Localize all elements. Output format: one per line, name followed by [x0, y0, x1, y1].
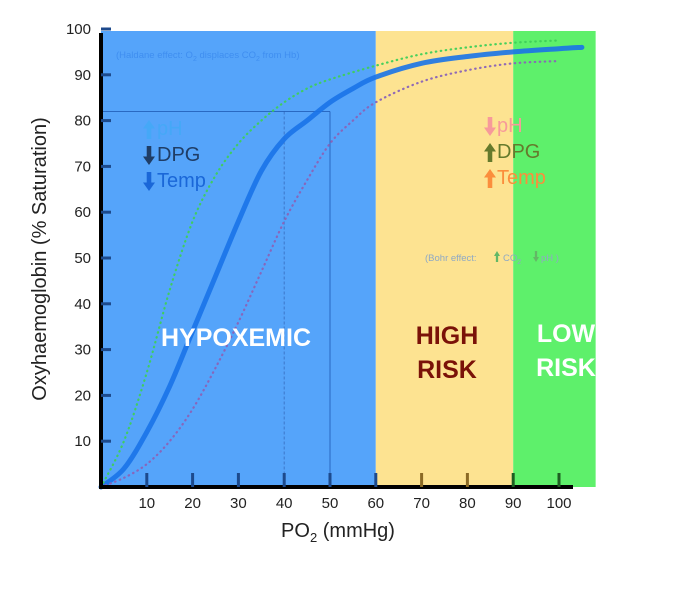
y-axis-title: Oxyhaemoglobin (% Saturation): [29, 117, 51, 400]
right-factor-temp-label: Temp: [497, 167, 546, 189]
right-factor-ph-label: pH: [497, 115, 523, 137]
y-tick-label-80: 80: [74, 113, 91, 130]
y-tick-label-30: 30: [74, 342, 91, 359]
y-tick-label-50: 50: [74, 250, 91, 267]
left-factor-temp-label: Temp: [157, 170, 206, 192]
zone-label-0: HYPOXEMIC: [161, 324, 311, 352]
left-factor-ph-arrow-icon: [143, 120, 155, 139]
risk-zones: [101, 31, 596, 487]
y-tick-label-60: 60: [74, 204, 91, 221]
y-tick-label-20: 20: [74, 387, 91, 404]
right-factor-dpg-arrow-icon: [484, 143, 496, 162]
y-tick-label-40: 40: [74, 296, 91, 313]
x-tick-label-60: 60: [367, 495, 384, 512]
y-tick-label-90: 90: [74, 67, 91, 84]
y-tick-label-100: 100: [66, 21, 91, 38]
right-factor-ph-arrow-icon: [484, 117, 496, 136]
x-tick-label-50: 50: [322, 495, 339, 512]
curve-normal: [98, 44, 585, 490]
zone-1: [375, 31, 514, 487]
x-tick-label-20: 20: [184, 495, 201, 512]
left-factor-dpg-label: DPG: [157, 144, 200, 166]
curve-left-shift: [99, 39, 561, 489]
right-factor-dpg-label: DPG: [497, 141, 540, 163]
x-tick-label-10: 10: [138, 495, 155, 512]
x-tick-label-30: 30: [230, 495, 247, 512]
bohr-co2-arrow-icon: [494, 251, 500, 262]
zone-labels: HYPOXEMIC HIGH RISK LOW RISK: [161, 320, 596, 384]
zone-label-2: LOW RISK: [536, 320, 596, 382]
effect-notes: (Haldane effect: O2 displaces CO2 from H…: [116, 50, 559, 266]
haldane-note: (Haldane effect: O2 displaces CO2 from H…: [116, 50, 299, 63]
factor-lists: pH DPG Temp pH DPG Temp: [143, 115, 546, 192]
curve-right-shift: [99, 59, 561, 489]
bohr-ph-arrow-icon: [533, 251, 539, 262]
x-tick-label-40: 40: [276, 495, 293, 512]
left-factor-temp-arrow-icon: [143, 172, 155, 191]
zone-label-1: HIGH RISK: [416, 322, 479, 384]
bohr-note-suffix: pH ): [541, 253, 559, 264]
left-factor-ph-label: pH: [157, 118, 183, 140]
reference-lines: [101, 110, 331, 487]
axes: 10 20 30 40 50 60 70 80 90 100 10 20 30 40 50 60 70 80 90 1…: [29, 21, 573, 545]
dissociation-curves: [98, 39, 585, 490]
x-tick-label-70: 70: [413, 495, 430, 512]
bohr-note-prefix: (Bohr effect:: [425, 253, 477, 264]
x-tick-label-80: 80: [459, 495, 476, 512]
x-tick-label-100: 100: [546, 495, 571, 512]
x-tick-label-90: 90: [505, 495, 522, 512]
y-tick-label-10: 10: [74, 433, 91, 450]
bohr-note-co2: CO2: [503, 253, 521, 266]
x-axis-title: PO2 (mmHg): [281, 520, 395, 545]
y-tick-label-70: 70: [74, 158, 91, 175]
zone-2: [513, 31, 596, 487]
right-factor-temp-arrow-icon: [484, 169, 496, 188]
left-factor-dpg-arrow-icon: [143, 146, 155, 165]
